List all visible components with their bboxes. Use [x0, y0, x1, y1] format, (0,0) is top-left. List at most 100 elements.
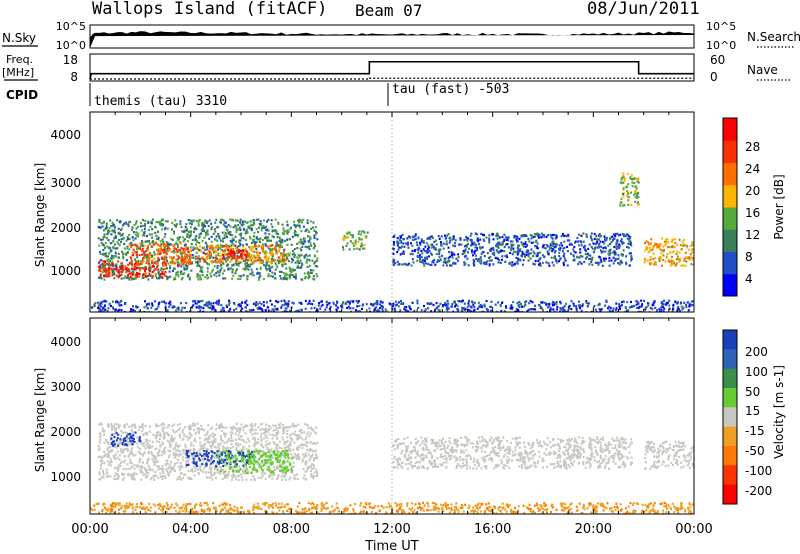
- scatter-cell: [342, 237, 345, 240]
- scatter-cell: [109, 251, 112, 254]
- scatter-cell: [400, 241, 403, 244]
- scatter-cell: [198, 219, 201, 222]
- scatter-cell: [275, 232, 278, 236]
- scatter-cell: [288, 426, 291, 429]
- scatter-cell: [112, 308, 115, 311]
- scatter-cell: [247, 226, 250, 229]
- scatter-cell: [305, 455, 308, 458]
- scatter-cell: [247, 259, 250, 262]
- scatter-cell: [166, 248, 168, 251]
- scatter-cell: [296, 247, 299, 250]
- scatter-cell: [246, 253, 248, 256]
- scatter-cell: [191, 454, 194, 457]
- scatter-cell: [652, 247, 655, 250]
- scatter-cell: [623, 179, 626, 182]
- scatter-cell: [502, 240, 504, 244]
- scatter-cell: [619, 307, 621, 310]
- scatter-cell: [298, 261, 301, 265]
- scatter-cell: [384, 308, 387, 311]
- scatter-cell: [262, 446, 265, 449]
- scatter-cell: [133, 309, 136, 312]
- scatter-cell: [217, 232, 220, 236]
- scatter-cell: [183, 272, 186, 275]
- scatter-cell: [199, 444, 202, 447]
- scatter-cell: [598, 234, 600, 237]
- scatter-cell: [242, 448, 244, 451]
- power-ytick-2000: 2000: [50, 221, 81, 235]
- scatter-cell: [138, 425, 141, 428]
- scatter-cell: [266, 220, 268, 223]
- scatter-cell: [277, 243, 280, 247]
- scatter-cell: [272, 429, 275, 432]
- scatter-cell: [220, 456, 223, 459]
- scatter-cell: [325, 306, 328, 309]
- scatter-cell: [219, 247, 222, 250]
- scatter-cell: [475, 246, 478, 249]
- scatter-cell: [649, 242, 652, 245]
- scatter-cell: [580, 262, 583, 265]
- scatter-cell: [277, 250, 280, 253]
- scatter-cell: [258, 466, 260, 469]
- scatter-cell: [363, 231, 366, 234]
- scatter-cell: [540, 236, 543, 239]
- scatter-cell: [133, 263, 136, 266]
- scatter-cell: [539, 251, 542, 254]
- scatter-cell: [258, 222, 261, 226]
- scatter-cell: [308, 434, 311, 437]
- scatter-cell: [255, 267, 258, 271]
- scatter-cell: [316, 265, 319, 268]
- scatter-cell: [488, 237, 491, 240]
- scatter-cell: [106, 272, 109, 275]
- scatter-cell: [155, 440, 158, 443]
- scatter-cell: [198, 274, 201, 277]
- scatter-cell: [427, 255, 430, 258]
- scatter-cell: [122, 255, 125, 258]
- scatter-cell: [178, 236, 181, 239]
- scatter-cell: [121, 234, 124, 237]
- scatter-cell: [471, 301, 474, 304]
- scatter-cell: [402, 238, 405, 241]
- scatter-cell: [204, 304, 207, 307]
- scatter-cell: [673, 250, 676, 253]
- scatter-cell: [181, 276, 184, 279]
- scatter-cell: [618, 245, 621, 248]
- scatter-cell: [308, 259, 311, 262]
- scatter-cell: [212, 260, 215, 264]
- scatter-cell: [253, 259, 256, 262]
- scatter-cell: [400, 236, 403, 239]
- scatter-cell: [253, 222, 256, 225]
- scatter-cell: [103, 461, 106, 464]
- scatter-cell: [164, 274, 167, 277]
- scatter-cell: [239, 234, 242, 237]
- scatter-cell: [593, 232, 596, 236]
- scatter-cell: [676, 309, 679, 312]
- scatter-cell: [127, 223, 130, 226]
- scatter-cell: [476, 307, 479, 310]
- scatter-cell: [212, 268, 215, 271]
- scatter-cell: [555, 300, 558, 304]
- scatter-cell: [624, 235, 627, 238]
- scatter-cell: [165, 309, 168, 312]
- scatter-cell: [680, 305, 683, 308]
- scatter-cell: [579, 303, 582, 306]
- scatter-cell: [645, 246, 648, 249]
- scatter-cell: [181, 306, 184, 309]
- scatter-cell: [357, 233, 360, 236]
- scatter-cell: [351, 242, 354, 245]
- scatter-cell: [303, 237, 306, 240]
- scatter-cell: [222, 426, 225, 429]
- scatter-cell: [115, 267, 118, 270]
- scatter-cell: [157, 476, 160, 479]
- scatter-cell: [164, 228, 167, 231]
- scatter-cell: [616, 232, 619, 235]
- scatter-cell: [653, 245, 656, 248]
- scatter-cell: [576, 256, 579, 259]
- scatter-cell: [510, 243, 513, 246]
- scatter-cell: [178, 256, 181, 259]
- scatter-cell: [233, 256, 236, 260]
- scatter-cell: [225, 426, 228, 429]
- scatter-cell: [222, 277, 225, 280]
- scatter-cell: [625, 261, 628, 264]
- scatter-cell: [480, 232, 483, 235]
- scatter-cell: [197, 263, 200, 266]
